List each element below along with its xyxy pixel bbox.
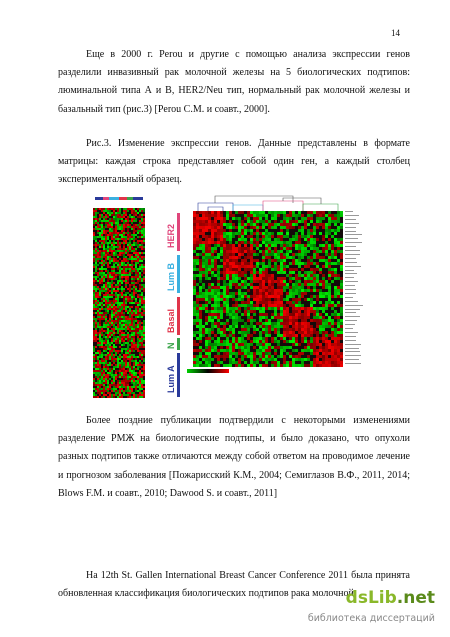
gene-label-tick bbox=[345, 363, 361, 365]
gene-label-tick bbox=[345, 331, 358, 333]
sample-color-band bbox=[93, 193, 145, 207]
subtype-label-her2: HER2 bbox=[166, 223, 176, 248]
gene-label-tick bbox=[345, 320, 357, 322]
gene-label-tick bbox=[345, 226, 356, 228]
gene-labels bbox=[345, 211, 385, 367]
gene-label-tick bbox=[345, 304, 363, 306]
gene-label-tick bbox=[345, 285, 355, 287]
gene-label-tick bbox=[345, 242, 362, 244]
gene-label-tick bbox=[345, 339, 356, 341]
full-heatmap bbox=[93, 208, 145, 398]
subtype-label-lum-b: Lum B bbox=[166, 263, 176, 291]
gene-label-tick bbox=[345, 222, 359, 224]
gene-label-tick bbox=[345, 308, 360, 310]
gene-label-tick bbox=[345, 238, 358, 240]
gene-label-tick bbox=[345, 328, 353, 329]
bracket-normal bbox=[177, 338, 180, 350]
gene-label-tick bbox=[345, 316, 360, 318]
gene-label-tick bbox=[345, 289, 356, 290]
gene-label-tick bbox=[345, 277, 354, 279]
watermark-logo: dsLib.net bbox=[345, 588, 435, 608]
gene-label-tick bbox=[345, 214, 359, 216]
gene-label-tick bbox=[345, 234, 362, 236]
figure-caption: Рис.3. Изменение экспрессии генов. Данны… bbox=[58, 138, 410, 186]
gene-expression-figure: HER2 Lum B Basal N Lum A bbox=[93, 193, 388, 400]
dslib-watermark: dsLib.net библиотека диссертаций bbox=[308, 588, 443, 632]
subtype-label-normal: N bbox=[166, 342, 176, 350]
bracket-basal bbox=[177, 297, 180, 335]
gene-label-tick bbox=[345, 351, 360, 353]
gene-label-tick bbox=[345, 312, 356, 314]
gene-label-tick bbox=[345, 230, 356, 232]
gene-label-tick bbox=[345, 257, 356, 259]
sample-dendrogram bbox=[197, 195, 339, 213]
gene-label-tick bbox=[345, 281, 358, 283]
gene-label-tick bbox=[345, 335, 356, 337]
gene-label-tick bbox=[345, 269, 354, 271]
bracket-lum-b bbox=[177, 255, 180, 293]
gene-label-tick bbox=[345, 261, 357, 263]
subtype-label-basal: Basal bbox=[166, 308, 176, 333]
gene-label-tick bbox=[345, 300, 358, 302]
gene-label-tick bbox=[345, 347, 359, 349]
bracket-her2 bbox=[177, 213, 180, 251]
gene-label-tick bbox=[345, 218, 356, 220]
gene-label-tick bbox=[345, 265, 361, 267]
bracket-lum-a bbox=[177, 353, 180, 397]
paragraph-st-gallen: На 12th St. Gallen International Breast … bbox=[58, 570, 410, 600]
gene-label-tick bbox=[345, 296, 353, 298]
gene-label-tick bbox=[345, 359, 359, 361]
gene-label-tick bbox=[345, 253, 360, 255]
paragraph-intro: Еще в 2000 г. Perou и другие с помощью а… bbox=[58, 49, 410, 115]
gene-label-tick bbox=[345, 246, 356, 248]
gene-label-tick bbox=[345, 355, 361, 357]
paragraph-later-publications: Более поздние публикации подтвердили с н… bbox=[58, 415, 410, 499]
gene-label-tick bbox=[345, 292, 356, 294]
page-number: 14 bbox=[391, 28, 400, 38]
gene-label-tick bbox=[345, 273, 357, 275]
gene-label-tick bbox=[345, 250, 360, 251]
clustered-heatmap bbox=[193, 211, 343, 367]
subtype-label-lum-a: Lum A bbox=[166, 365, 176, 393]
gene-label-tick bbox=[345, 343, 361, 345]
gene-label-tick bbox=[345, 324, 355, 326]
gene-label-tick bbox=[345, 211, 353, 212]
color-scale-bar bbox=[187, 369, 229, 373]
watermark-subtitle: библиотека диссертаций bbox=[307, 613, 435, 624]
